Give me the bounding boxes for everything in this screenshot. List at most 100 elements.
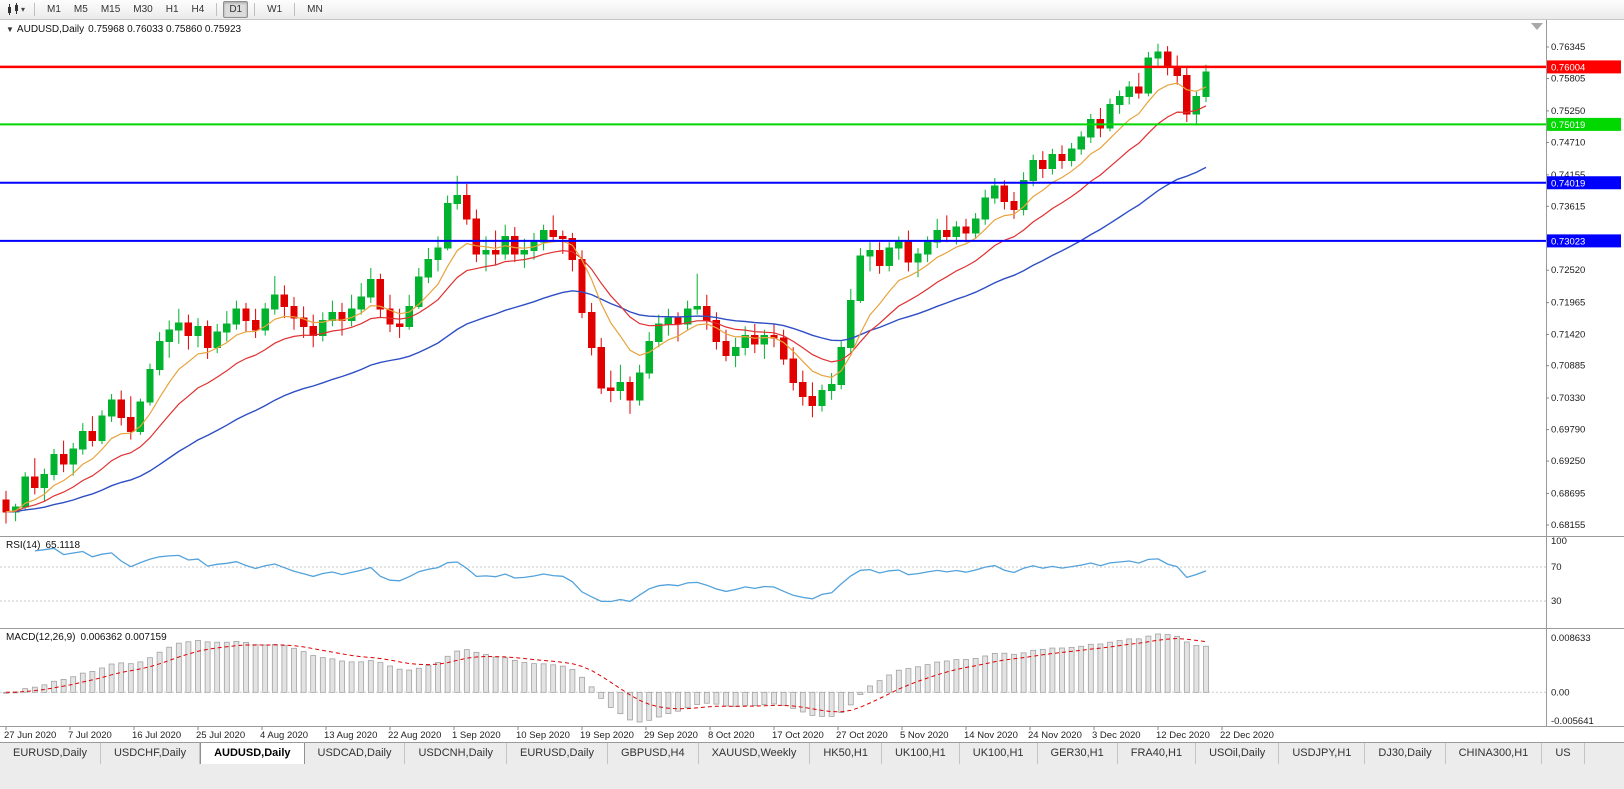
macd-bar <box>425 665 432 693</box>
timeframe-button-h4[interactable]: H4 <box>191 4 205 15</box>
candle-body <box>597 346 605 389</box>
chart-tab-ger30-h1[interactable]: GER30,H1 <box>1037 743 1118 764</box>
candle-body <box>184 322 193 337</box>
macd-bar <box>905 668 912 693</box>
timeframe-button-m5[interactable]: M5 <box>73 4 88 15</box>
chart-tab-usoil-daily[interactable]: USOil,Daily <box>1196 743 1280 764</box>
candle-body <box>155 340 164 370</box>
price-tick-label: 0.71420 <box>1551 329 1585 340</box>
candle-body <box>271 294 279 310</box>
macd-bar <box>1030 649 1037 693</box>
chart-tab-dj30-daily[interactable]: DJ30,Daily <box>1365 743 1446 764</box>
macd-histogram <box>3 633 1209 723</box>
macd-bar <box>339 660 345 693</box>
macd-bar <box>233 640 240 693</box>
price-tick-label: 0.75250 <box>1551 106 1585 117</box>
candle-body <box>1077 136 1085 150</box>
chart-tab-gbpusd-h4[interactable]: GBPUSD,H4 <box>608 743 699 764</box>
date-label: 5 Nov 2020 <box>900 730 949 741</box>
chart-tab-eurusd-daily[interactable]: EURUSD,Daily <box>0 743 101 764</box>
macd-bar <box>454 650 461 693</box>
chart-tab-hk50-h1[interactable]: HK50,H1 <box>810 743 882 764</box>
candle-body <box>107 399 116 417</box>
moving-average-fast <box>5 82 1207 513</box>
candle-body <box>818 389 826 407</box>
macd-bar <box>867 685 873 693</box>
chart-shift-marker-icon <box>1531 23 1543 30</box>
rsi-indicator-name: RSI(14) <box>6 540 41 551</box>
macd-bar <box>1039 649 1046 693</box>
candle-body <box>491 249 500 255</box>
candle-body <box>511 235 519 255</box>
macd-bar <box>607 691 614 708</box>
candle-body <box>424 259 433 278</box>
price-badge-label: 0.76004 <box>1551 62 1585 73</box>
date-label: 12 Dec 2020 <box>1156 730 1210 741</box>
rsi-line <box>34 547 1207 603</box>
chart-tab-usdjpy-h1[interactable]: USDJPY,H1 <box>1279 743 1366 764</box>
date-label: 24 Nov 2020 <box>1028 730 1082 741</box>
macd-axis-max: 0.008633 <box>1551 633 1591 644</box>
macd-bar <box>204 641 211 693</box>
chart-tab-eurusd-daily[interactable]: EURUSD,Daily <box>507 743 608 764</box>
chart-tab-fra40-h1[interactable]: FRA40,H1 <box>1117 743 1197 764</box>
candle-body <box>1202 71 1210 97</box>
macd-bar <box>646 691 653 721</box>
chart-canvas[interactable]: 0.76345 0.75805 0.75250 0.74710 0.74155 0.736… <box>0 20 1624 742</box>
chart-tab-us[interactable]: US <box>1542 743 1585 764</box>
candle-body <box>31 476 39 488</box>
candle-body <box>674 317 682 325</box>
chart-type-button[interactable]: ▾ <box>4 2 28 17</box>
macd-bar <box>329 658 336 693</box>
macd-bar <box>886 674 893 693</box>
chart-tab-audusd-daily[interactable]: AUDUSD,Daily <box>200 743 305 764</box>
macd-bar <box>1174 635 1181 693</box>
chart-tab-usdcnh-daily[interactable]: USDCNH,Daily <box>405 743 508 764</box>
macd-bar <box>1145 635 1152 693</box>
macd-bar <box>540 663 547 693</box>
timeframe-button-h1[interactable]: H1 <box>165 4 179 15</box>
candle-body <box>933 230 941 243</box>
date-label: 8 Oct 2020 <box>708 730 754 741</box>
candle-body <box>280 294 289 307</box>
chart-tab-china300-h1[interactable]: CHINA300,H1 <box>1445 743 1543 764</box>
candle-body <box>2 499 10 513</box>
chart-tab-uk100-h1[interactable]: UK100,H1 <box>881 743 960 764</box>
timeframe-button-d1[interactable]: D1 <box>223 1 249 18</box>
price-tick-label: 0.68155 <box>1551 520 1585 531</box>
price-badge-label: 0.73023 <box>1551 236 1585 247</box>
macd-bar <box>310 655 317 693</box>
macd-bar <box>943 660 950 693</box>
timeframe-button-m1[interactable]: M1 <box>47 4 61 15</box>
candle-body <box>731 346 740 356</box>
macd-bar <box>1078 645 1085 693</box>
macd-pane-label: MACD(12,26,9) 0.006362 0.007159 <box>6 632 172 643</box>
collapse-triangle-icon[interactable]: ▼ <box>6 25 14 34</box>
candle-body <box>434 247 442 261</box>
macd-indicator-name: MACD(12,26,9) <box>6 632 76 643</box>
date-label: 14 Nov 2020 <box>964 730 1018 741</box>
macd-indicator-values: 0.006362 0.007159 <box>80 632 167 643</box>
chart-tab-usdcad-daily[interactable]: USDCAD,Daily <box>304 743 406 764</box>
date-label: 29 Sep 2020 <box>644 730 698 741</box>
macd-bar <box>492 656 499 693</box>
macd-bar <box>435 662 441 693</box>
macd-bar <box>1193 644 1200 693</box>
chart-tab-usdchf-daily[interactable]: USDCHF,Daily <box>100 743 201 764</box>
candle-body <box>309 325 317 337</box>
price-badge-label: 0.75019 <box>1551 120 1585 131</box>
price-tick-label: 0.69250 <box>1551 456 1585 467</box>
candle-body <box>837 346 845 386</box>
timeframe-button-m15[interactable]: M15 <box>100 4 121 15</box>
candle-body <box>895 241 903 249</box>
timeframe-button-w1[interactable]: W1 <box>267 4 283 15</box>
chart-tab-uk100-h1[interactable]: UK100,H1 <box>959 743 1038 764</box>
candle-body <box>1154 51 1162 59</box>
macd-bar <box>137 661 144 693</box>
timeframe-button-m30[interactable]: M30 <box>133 4 153 15</box>
macd-bar <box>790 691 797 709</box>
macd-bar <box>22 688 29 693</box>
chart-tab-xauusd-weekly[interactable]: XAUUSD,Weekly <box>698 743 811 764</box>
timeframe-button-mn[interactable]: MN <box>307 4 323 15</box>
candle-body <box>251 319 260 331</box>
